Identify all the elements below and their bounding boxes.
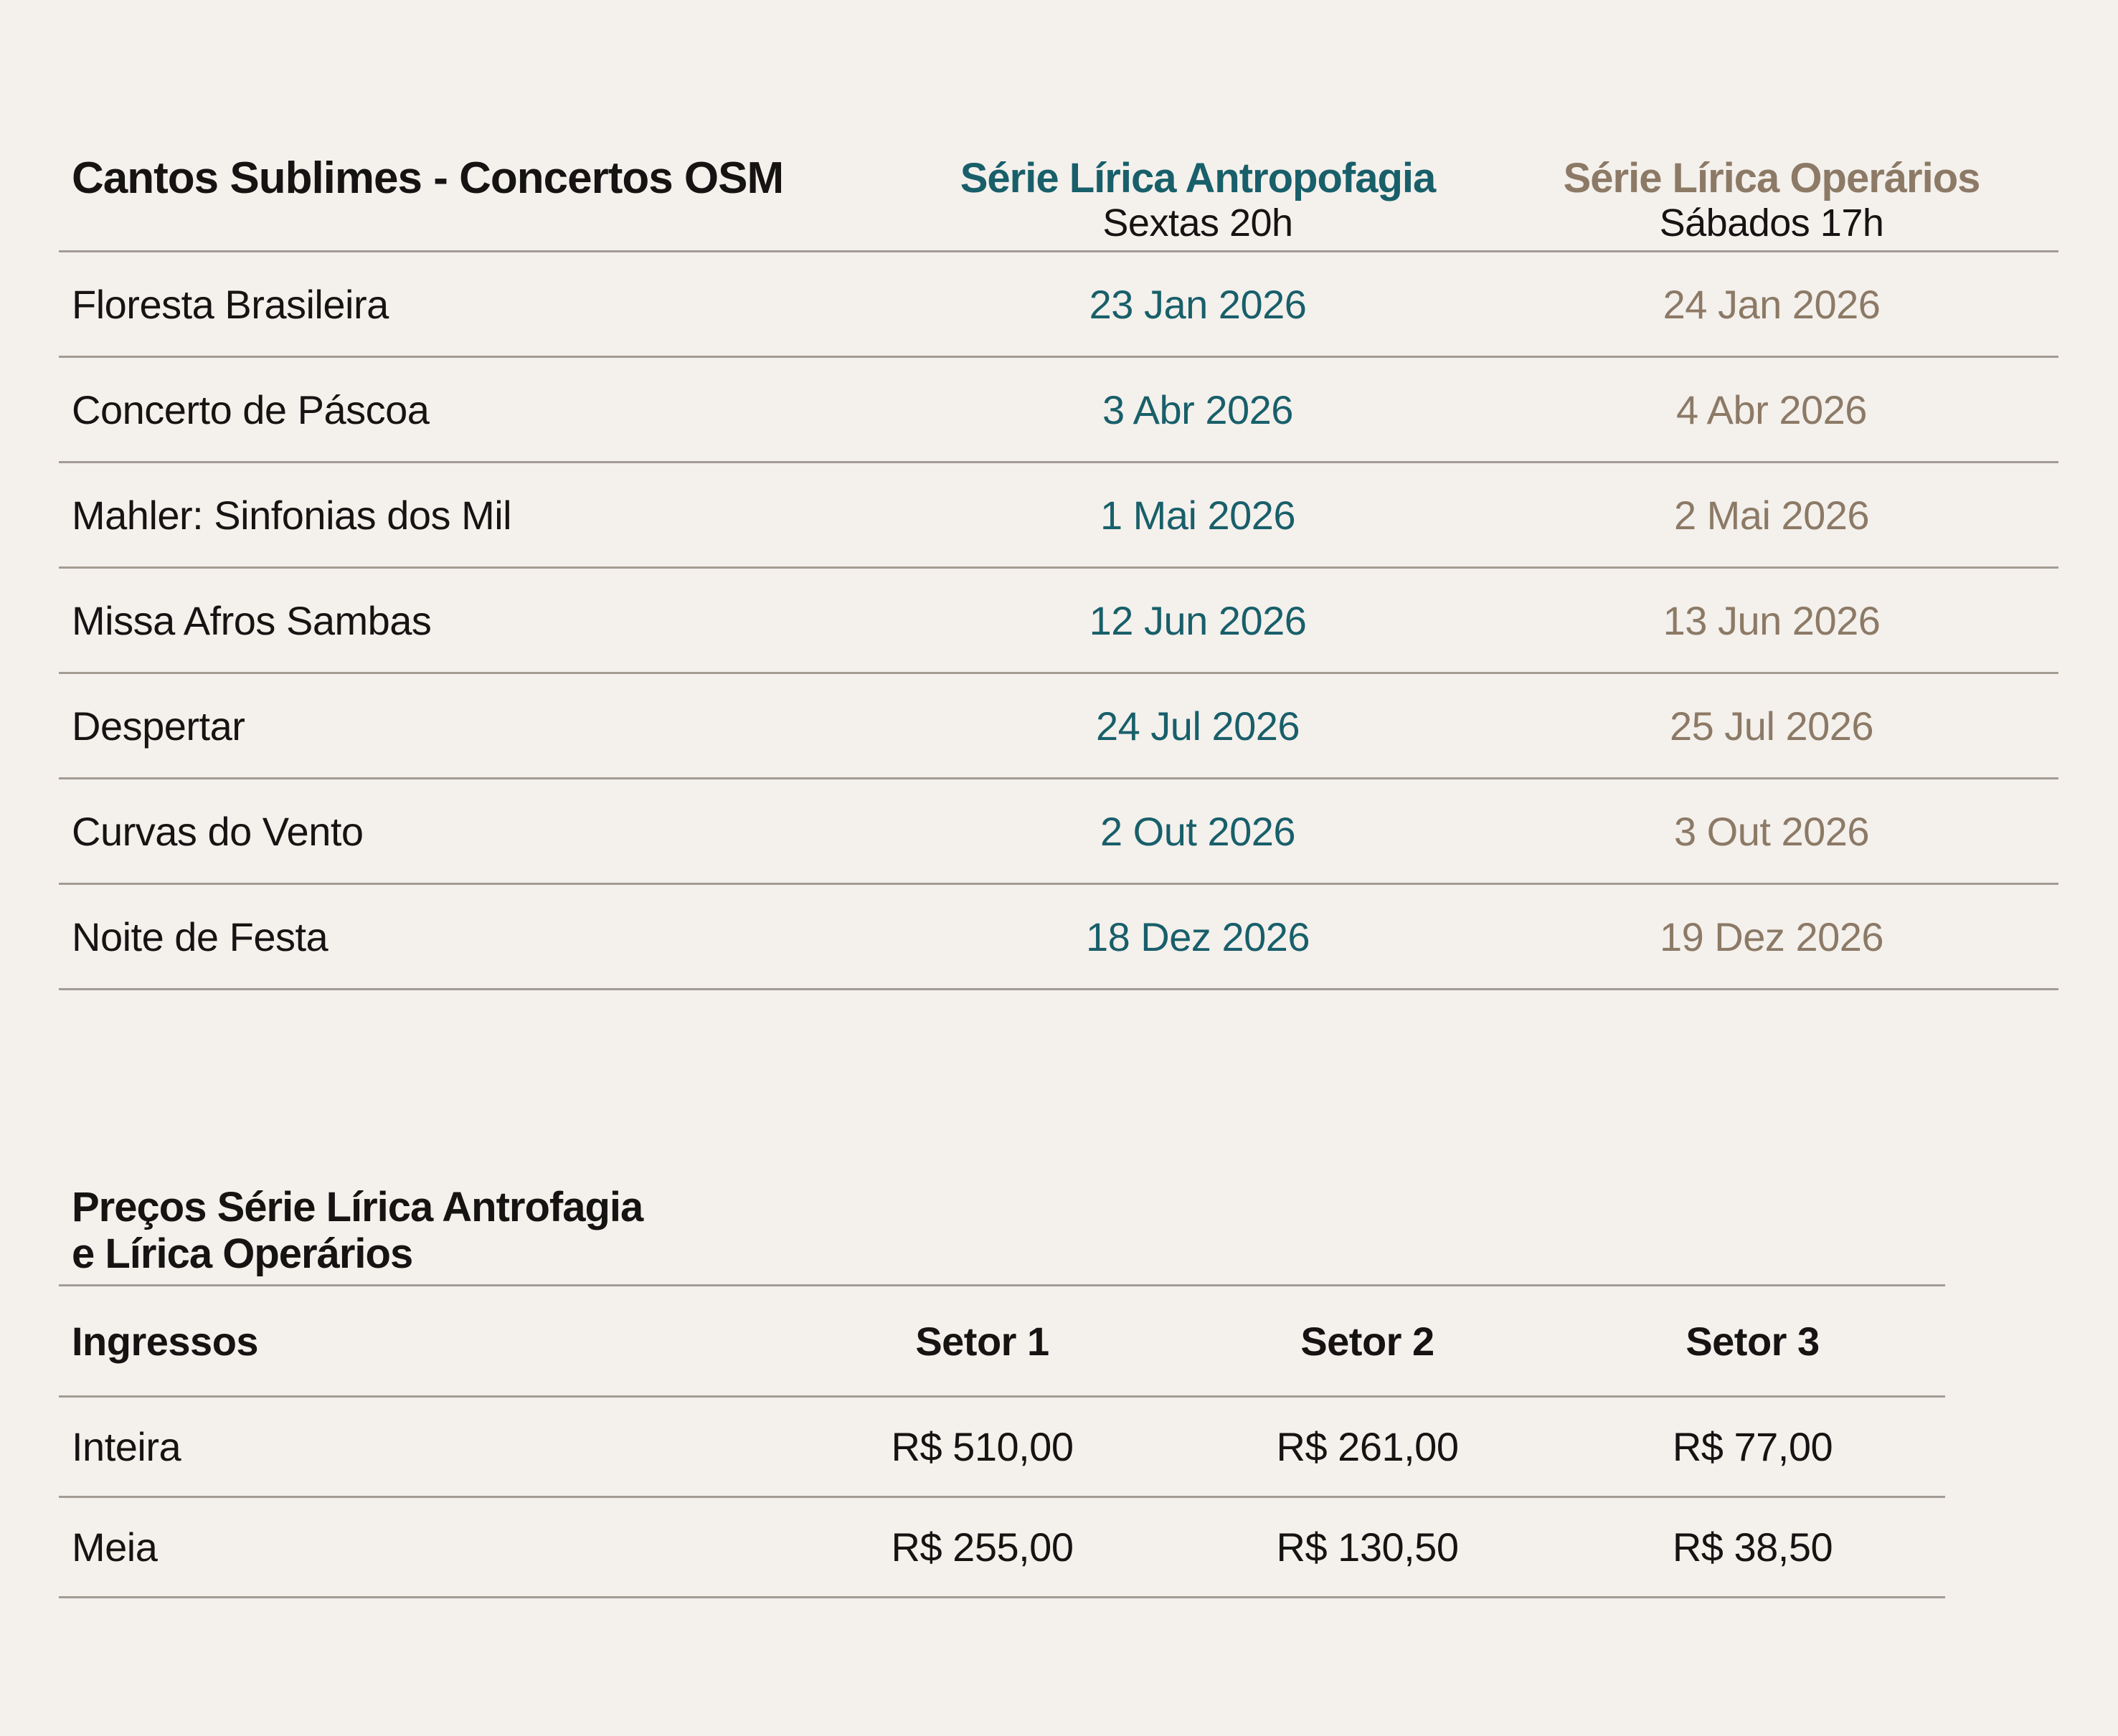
operarios-date: 25 Jul 2026 (1669, 703, 1874, 749)
column-header-antropofagia-label: Série Lírica Antropofagia (960, 155, 1437, 201)
price-row: Inteira R$ 510,00 R$ 261,00 R$ 77,00 (59, 1398, 1945, 1498)
column-header-operarios: Série Lírica Operários Sábados 17h (1485, 156, 2058, 246)
antropofagia-date: 3 Abr 2026 (1102, 386, 1293, 432)
price-table-title-line2: e Lírica Operários (72, 1230, 413, 1277)
concert-name: Despertar (72, 703, 245, 749)
table-row: Missa Afros Sambas 12 Jun 2026 13 Jun 20… (59, 569, 2058, 674)
operarios-date: 2 Mai 2026 (1673, 492, 1870, 538)
price-sector-2: R$ 261,00 (1276, 1424, 1459, 1469)
operarios-date: 3 Out 2026 (1673, 808, 1870, 854)
schedule-table-header: Cantos Sublimes - Concertos OSM Série Lí… (59, 0, 2058, 252)
concert-name: Floresta Brasileira (72, 281, 389, 327)
table-row: Concerto de Páscoa 3 Abr 2026 4 Abr 2026 (59, 358, 2058, 463)
table-row: Floresta Brasileira 23 Jan 2026 24 Jan 2… (59, 252, 2058, 358)
antropofagia-date: 23 Jan 2026 (1089, 281, 1307, 327)
operarios-date: 19 Dez 2026 (1659, 914, 1884, 959)
antropofagia-date: 12 Jun 2026 (1089, 597, 1307, 643)
title-spacer (72, 201, 911, 246)
column-header-antropofagia-sublabel: Sextas 20h (1102, 201, 1293, 245)
price-table-header: Ingressos Setor 1 Setor 2 Setor 3 (59, 1286, 1945, 1398)
schedule-table: Cantos Sublimes - Concertos OSM Série Lí… (59, 0, 2058, 990)
antropofagia-date: 2 Out 2026 (1100, 808, 1296, 854)
price-sector-3: R$ 38,50 (1672, 1524, 1833, 1570)
column-header-operarios-sublabel: Sábados 17h (1659, 201, 1884, 245)
operarios-date: 24 Jan 2026 (1663, 281, 1881, 327)
concert-name: Concerto de Páscoa (72, 386, 430, 432)
antropofagia-date: 24 Jul 2026 (1095, 703, 1300, 749)
table-row: Noite de Festa 18 Dez 2026 19 Dez 2026 (59, 885, 2058, 990)
page-title: Cantos Sublimes - Concertos OSM (72, 153, 784, 203)
sector-2-header: Setor 2 (1300, 1318, 1434, 1364)
price-row: Meia R$ 255,00 R$ 130,50 R$ 38,50 (59, 1498, 1945, 1598)
price-table: Preços Série Lírica Antrofagia e Lírica … (59, 1184, 1945, 1598)
price-sector-1: R$ 255,00 (891, 1524, 1074, 1570)
concert-name: Missa Afros Sambas (72, 597, 432, 643)
price-table-title: Preços Série Lírica Antrofagia e Lírica … (59, 1184, 1945, 1286)
table-row: Curvas do Vento 2 Out 2026 3 Out 2026 (59, 779, 2058, 885)
price-table-title-line1: Preços Série Lírica Antrofagia (72, 1184, 643, 1230)
sector-3-header: Setor 3 (1686, 1318, 1820, 1364)
price-sector-3: R$ 77,00 (1672, 1424, 1833, 1469)
antropofagia-date: 1 Mai 2026 (1100, 492, 1296, 538)
price-sector-1: R$ 510,00 (891, 1424, 1074, 1469)
table-row: Despertar 24 Jul 2026 25 Jul 2026 (59, 674, 2058, 779)
table-row: Mahler: Sinfonias dos Mil 1 Mai 2026 2 M… (59, 463, 2058, 569)
tickets-header: Ingressos (72, 1318, 259, 1364)
column-header-operarios-label: Série Lírica Operários (1563, 155, 1981, 201)
ticket-type: Meia (72, 1524, 158, 1570)
concert-name: Noite de Festa (72, 914, 328, 959)
sector-1-header: Setor 1 (915, 1318, 1049, 1364)
column-header-antropofagia: Série Lírica Antropofagia Sextas 20h (911, 156, 1485, 246)
ticket-type: Inteira (72, 1424, 181, 1469)
concert-name: Mahler: Sinfonias dos Mil (72, 492, 512, 538)
operarios-date: 4 Abr 2026 (1676, 386, 1867, 432)
operarios-date: 13 Jun 2026 (1663, 597, 1881, 643)
antropofagia-date: 18 Dez 2026 (1085, 914, 1310, 959)
concert-name: Curvas do Vento (72, 808, 364, 854)
schedule-title-cell: Cantos Sublimes - Concertos OSM (59, 156, 911, 246)
price-sector-2: R$ 130,50 (1276, 1524, 1459, 1570)
